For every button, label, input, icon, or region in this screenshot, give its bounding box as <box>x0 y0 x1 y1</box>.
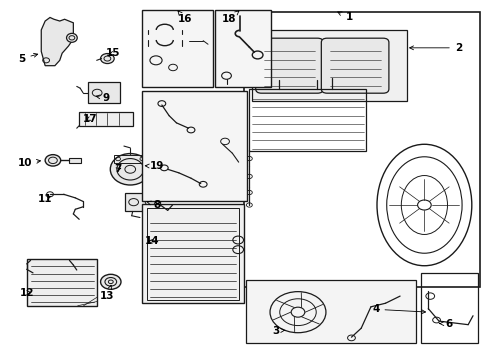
Bar <box>142 91 246 202</box>
Bar <box>79 112 132 126</box>
Bar <box>249 89 366 152</box>
Bar <box>215 10 271 87</box>
Text: 19: 19 <box>145 161 164 171</box>
Text: 6: 6 <box>439 319 451 329</box>
Bar <box>114 155 146 163</box>
FancyBboxPatch shape <box>321 38 388 93</box>
Bar <box>27 259 97 306</box>
Bar <box>142 10 212 87</box>
Text: 12: 12 <box>20 288 34 297</box>
Text: 18: 18 <box>221 11 239 24</box>
Text: 16: 16 <box>178 11 192 24</box>
Text: 7: 7 <box>114 164 122 174</box>
Text: 13: 13 <box>100 285 114 301</box>
Bar <box>420 273 477 342</box>
Text: 10: 10 <box>18 158 41 168</box>
Ellipse shape <box>66 33 77 42</box>
Text: 4: 4 <box>371 304 425 314</box>
Text: 15: 15 <box>106 48 120 58</box>
Text: 9: 9 <box>96 93 109 103</box>
Bar <box>88 82 119 103</box>
Text: 11: 11 <box>38 194 52 203</box>
Text: 8: 8 <box>147 200 160 210</box>
Bar <box>244 12 479 287</box>
Text: 3: 3 <box>272 326 285 336</box>
Text: 17: 17 <box>82 113 97 123</box>
Polygon shape <box>41 18 73 66</box>
Ellipse shape <box>45 155 61 166</box>
Bar <box>125 193 160 211</box>
Text: 5: 5 <box>18 53 38 64</box>
Ellipse shape <box>110 154 150 185</box>
Text: 2: 2 <box>409 43 461 53</box>
Bar <box>142 204 244 303</box>
FancyBboxPatch shape <box>255 38 323 93</box>
Ellipse shape <box>101 54 114 64</box>
Text: 14: 14 <box>144 237 159 247</box>
Bar <box>147 207 238 300</box>
Text: 1: 1 <box>337 12 352 22</box>
Bar <box>245 280 415 342</box>
Ellipse shape <box>101 274 121 289</box>
Bar <box>69 158 81 163</box>
Bar <box>251 30 407 102</box>
